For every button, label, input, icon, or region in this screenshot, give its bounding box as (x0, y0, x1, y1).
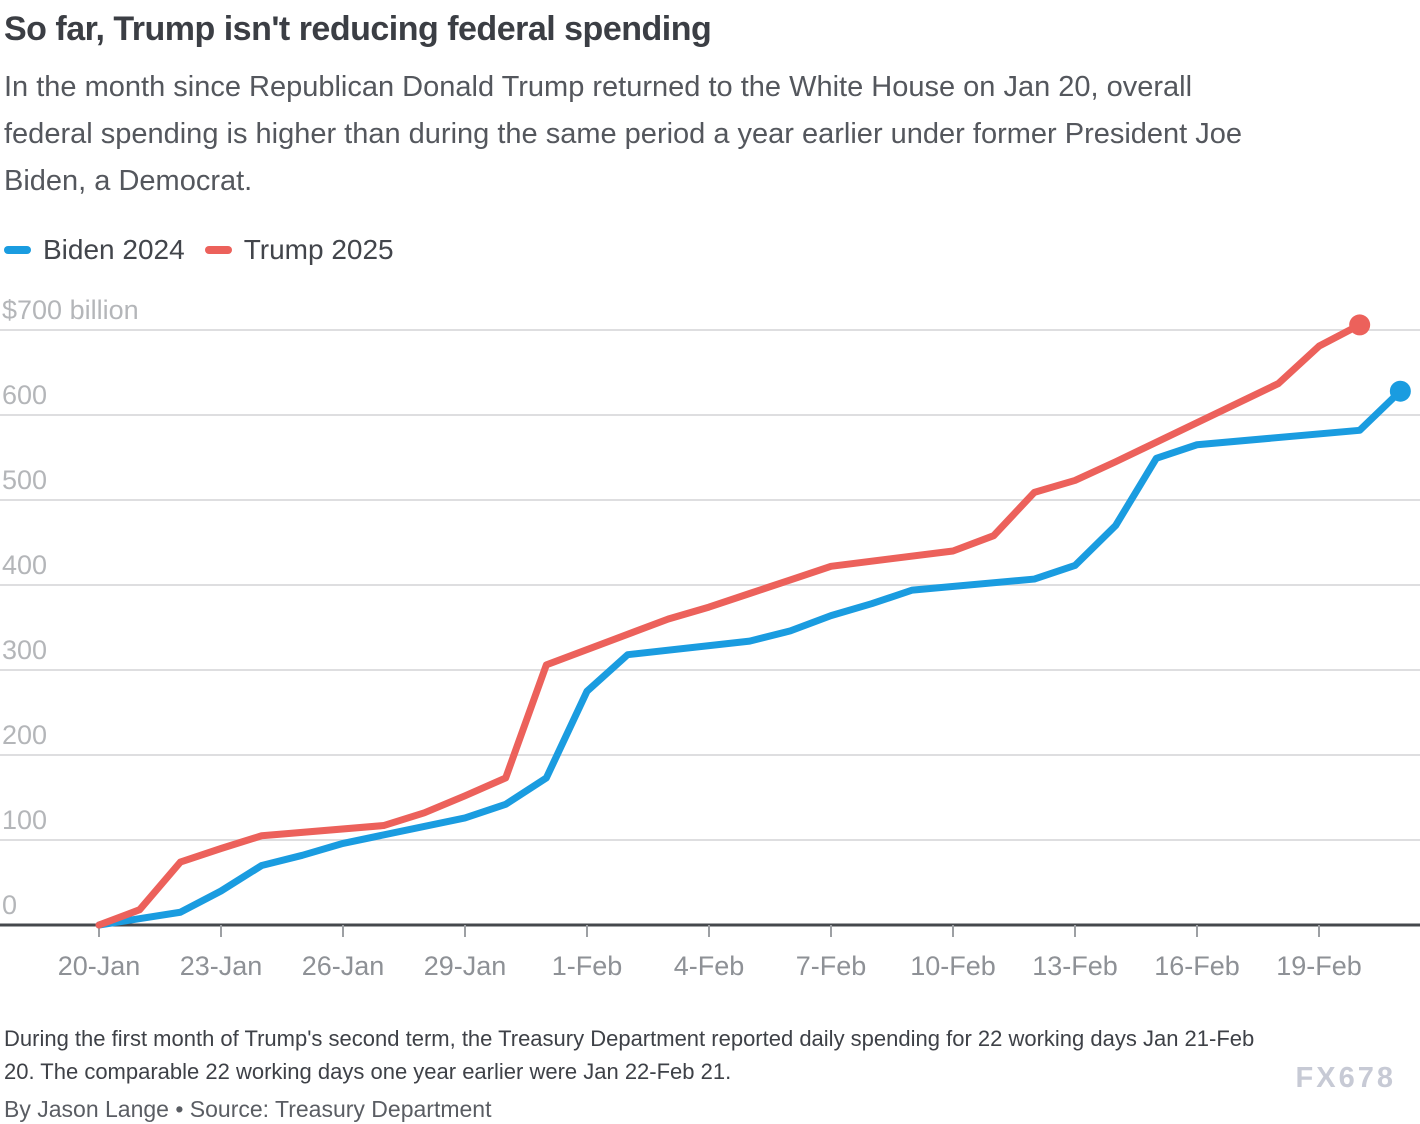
y-tick-label: 0 (2, 890, 17, 920)
footnote-line: During the first month of Trump's second… (4, 1026, 1255, 1051)
legend-item-trump-2025: Trump 2025 (204, 234, 394, 266)
y-tick-label: 200 (2, 720, 47, 750)
subtitle-line: federal spending is higher than during t… (4, 118, 1243, 150)
x-tick-label: 29-Jan (424, 951, 507, 981)
chart-legend: Biden 2024 Trump 2025 (4, 234, 394, 266)
legend-label: Trump 2025 (243, 234, 394, 265)
x-tick-label: 10-Feb (910, 951, 996, 981)
x-tick-label: 1-Feb (552, 951, 623, 981)
y-tick-label: 100 (2, 805, 47, 835)
series-end-dot-biden-2024 (1389, 380, 1411, 402)
x-tick-label: 4-Feb (674, 951, 745, 981)
y-tick-label: 500 (2, 465, 47, 495)
footnote-line: 20. The comparable 22 working days one y… (4, 1059, 732, 1084)
legend-swatch-biden-2024 (4, 246, 31, 254)
series-end-dot-trump-2025 (1349, 314, 1371, 336)
x-tick-label: 13-Feb (1032, 951, 1118, 981)
footnote: During the first month of Trump's second… (4, 1022, 1416, 1088)
chart-subtitle: In the month since Republican Donald Tru… (4, 64, 1242, 205)
watermark: FX678 (1295, 1062, 1396, 1094)
chart-title: So far, Trump isn't reducing federal spe… (4, 10, 712, 48)
byline: By Jason Lange • Source: Treasury Depart… (4, 1096, 492, 1122)
series-line-trump-2025 (95, 321, 1364, 929)
x-tick-label: 19-Feb (1276, 951, 1362, 981)
y-tick-label: 600 (2, 380, 47, 410)
legend-swatch-trump-2025 (204, 246, 232, 254)
y-tick-label: 300 (2, 635, 47, 665)
x-tick-label: 16-Feb (1154, 951, 1240, 981)
legend-label: Biden 2024 (43, 234, 185, 265)
x-tick-label: 20-Jan (58, 951, 141, 981)
x-tick-label: 7-Feb (796, 951, 867, 981)
subtitle-line: In the month since Republican Donald Tru… (4, 71, 1193, 103)
x-tick-label: 26-Jan (302, 951, 385, 981)
legend-item-biden-2024: Biden 2024 (4, 234, 185, 266)
series-line-biden-2024 (95, 387, 1404, 929)
y-tick-label: 400 (2, 550, 47, 580)
subtitle-line: Biden, a Democrat. (4, 165, 253, 197)
x-tick-label: 23-Jan (180, 951, 263, 981)
y-tick-label: $700 billion (2, 295, 139, 325)
